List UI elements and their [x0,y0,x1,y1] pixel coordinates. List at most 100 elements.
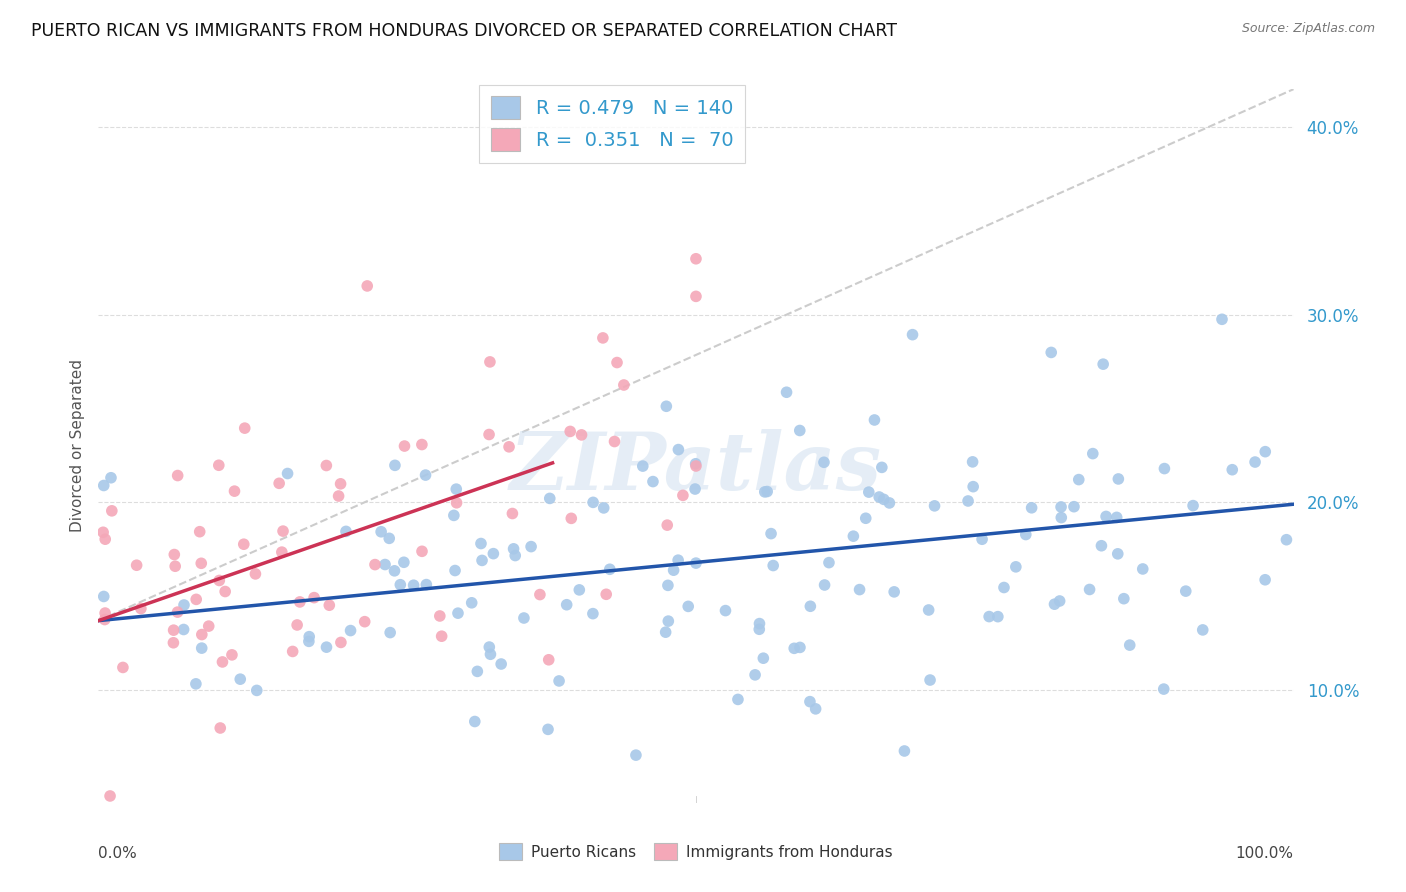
Point [162,623,184,637]
Point [501,507,523,521]
Point [402,578,425,592]
Point [560,425,582,439]
Point [502,541,524,556]
Point [470,536,492,550]
Point [560,511,582,525]
Point [191,627,214,641]
Point [848,582,870,597]
Point [329,635,352,649]
Point [335,524,357,539]
Point [443,508,465,523]
Point [603,434,626,449]
Point [962,480,984,494]
Point [813,578,835,592]
Point [762,558,785,573]
Point [93,590,115,604]
Point [893,744,915,758]
Point [858,485,880,500]
Point [1182,499,1205,513]
Point [100,471,122,485]
Y-axis label: Divorced or Separated: Divorced or Separated [69,359,84,533]
Point [479,647,502,661]
Point [503,549,526,563]
Point [1005,559,1028,574]
Point [460,596,482,610]
Point [91,525,114,540]
Point [804,702,827,716]
Point [855,511,877,525]
Point [1220,463,1243,477]
Point [1081,447,1104,461]
Point [1021,500,1043,515]
Point [429,609,451,624]
Point [166,468,188,483]
Point [190,556,212,570]
Point [685,457,707,471]
Point [775,385,797,400]
Point [315,458,337,473]
Point [93,478,115,492]
Point [1254,444,1277,458]
Point [748,616,770,631]
Point [1211,312,1233,326]
Point [714,604,737,618]
Point [446,482,468,496]
Point [1063,500,1085,514]
Point [744,668,766,682]
Point [186,592,208,607]
Point [685,289,707,303]
Point [271,524,294,538]
Point [1132,562,1154,576]
Point [1078,582,1101,597]
Point [298,634,321,648]
Point [759,526,782,541]
Point [1050,500,1073,514]
Point [380,625,402,640]
Point [214,584,236,599]
Point [339,624,361,638]
Point [444,564,467,578]
Point [957,494,980,508]
Point [229,672,252,686]
Point [190,641,212,656]
Point [1191,623,1213,637]
Point [676,599,699,614]
Point [1153,461,1175,475]
Point [394,439,416,453]
Point [208,458,231,473]
Point [1254,573,1277,587]
Point [467,665,489,679]
Point [98,789,121,803]
Point [125,558,148,573]
Point [1015,527,1038,541]
Point [657,578,679,592]
Point [224,484,246,499]
Point [657,518,679,533]
Point [924,499,946,513]
Point [970,533,993,547]
Point [672,488,695,502]
Point [813,455,835,469]
Point [374,558,396,572]
Point [471,553,494,567]
Point [415,577,437,591]
Point [245,566,267,581]
Point [662,563,685,577]
Point [1107,547,1129,561]
Point [464,714,486,729]
Point [384,458,406,473]
Point [209,721,232,735]
Point [370,524,392,539]
Text: PUERTO RICAN VS IMMIGRANTS FROM HONDURAS DIVORCED OR SEPARATED CORRELATION CHART: PUERTO RICAN VS IMMIGRANTS FROM HONDURAS… [31,22,897,40]
Point [1112,591,1135,606]
Point [1275,533,1298,547]
Text: 100.0%: 100.0% [1236,846,1294,861]
Point [94,606,117,620]
Point [1040,345,1063,359]
Point [613,378,636,392]
Point [979,609,1001,624]
Point [868,490,890,504]
Point [1107,472,1129,486]
Point [918,673,941,687]
Point [863,413,886,427]
